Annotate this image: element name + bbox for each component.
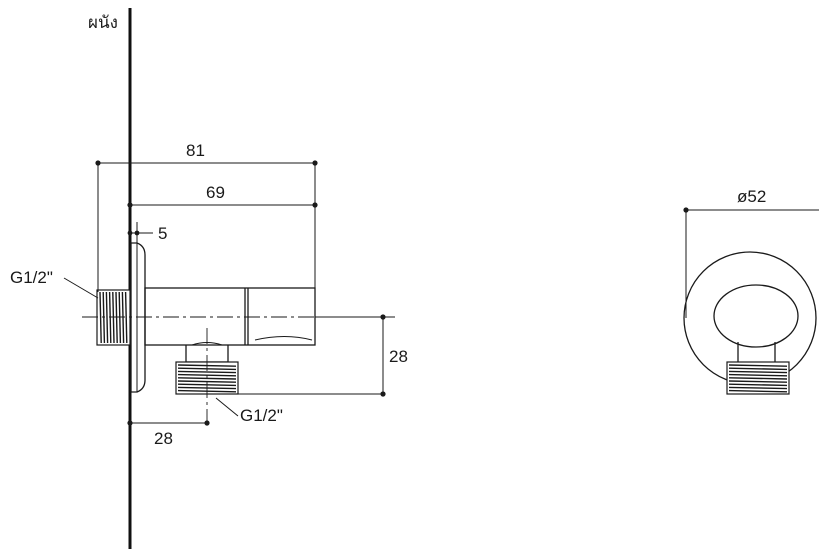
outlet-thread-callout: G1/2" — [215, 397, 283, 425]
thread-line — [177, 377, 237, 380]
inlet-thread — [96, 289, 131, 346]
dimension-diameter-52-label: ø52 — [737, 187, 766, 206]
thread-line — [115, 291, 118, 344]
inlet-thread-label: G1/2" — [10, 268, 53, 287]
thread-line — [728, 389, 788, 393]
thread-line — [177, 370, 237, 374]
body-outline — [713, 284, 799, 348]
thread-line — [728, 383, 788, 387]
dimension-69: 69 — [127, 183, 318, 208]
thread-line — [124, 291, 128, 344]
front-outlet — [726, 342, 790, 395]
dimension-28-horizontal-label: 28 — [154, 429, 173, 448]
dimension-81-label: 81 — [186, 141, 205, 160]
dimension-28-vertical: 28 — [238, 314, 408, 397]
thread-line — [108, 291, 112, 344]
thread-line — [99, 291, 102, 344]
thread-line — [121, 291, 125, 344]
inlet-thread-callout: G1/2" — [10, 268, 99, 299]
valve-body — [144, 287, 316, 346]
thread-line — [105, 291, 109, 344]
dimension-5-label: 5 — [158, 224, 167, 243]
thread-line — [728, 367, 788, 371]
thread-line — [728, 364, 788, 367]
thread-line — [728, 377, 788, 380]
thread-line — [728, 373, 788, 377]
dimension-69-label: 69 — [206, 183, 225, 202]
wall-label: ผนัง — [88, 13, 118, 32]
dimension-28-vertical-label: 28 — [389, 347, 408, 366]
thread-line — [728, 370, 788, 374]
outlet-thread-label: G1/2" — [240, 406, 283, 425]
thread-line — [177, 380, 237, 383]
thread-line — [112, 291, 115, 344]
dimension-81: 81 — [95, 141, 318, 292]
flange — [130, 242, 146, 393]
dimension-28-horizontal: 28 — [127, 420, 210, 448]
front-view: ø52 — [683, 187, 819, 395]
thread-line — [728, 380, 788, 383]
thread-line — [728, 386, 788, 390]
thread-line — [102, 291, 106, 344]
thread-line — [118, 291, 122, 344]
side-view: ผนัง — [10, 8, 408, 549]
dimension-5: 5 — [127, 222, 167, 243]
dimension-diameter-52: ø52 — [683, 187, 819, 318]
